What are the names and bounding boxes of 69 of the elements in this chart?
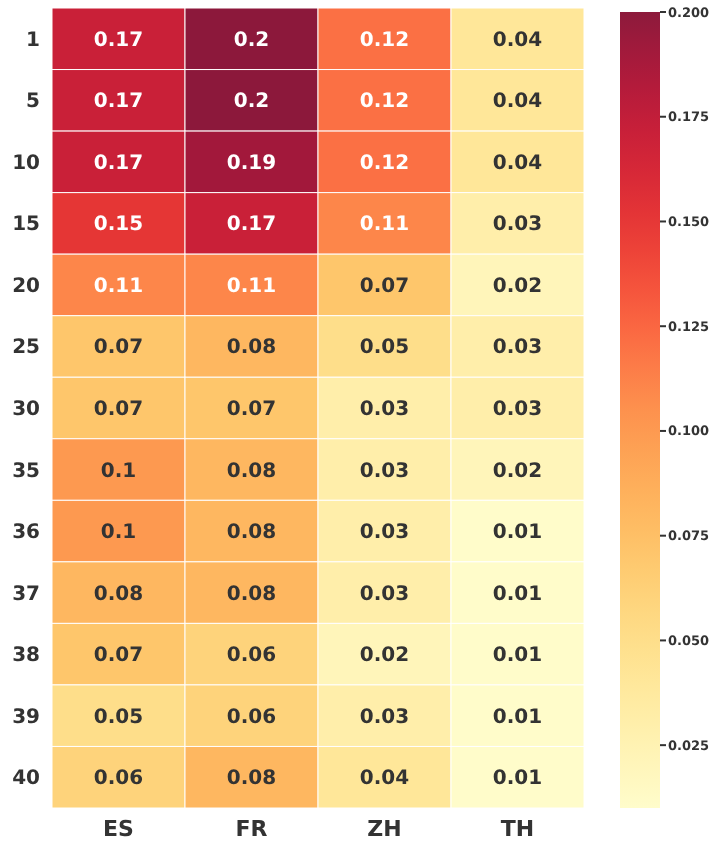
- data-label: 0.01: [492, 522, 543, 545]
- data-label: 0.11: [93, 275, 144, 298]
- y-tick-label: 10: [12, 152, 41, 175]
- data-label: 0.07: [226, 399, 277, 421]
- data-label: 0.04: [492, 152, 543, 175]
- data-label: 0.03: [359, 522, 410, 545]
- data-label: 0.07: [93, 645, 144, 668]
- y-tick-label: 35: [12, 460, 41, 483]
- y-tick-label: 39: [12, 706, 41, 729]
- data-label: 0.03: [492, 214, 543, 237]
- data-label: 0.04: [492, 29, 543, 52]
- data-label: 0.04: [492, 91, 543, 114]
- y-tick-label: 25: [12, 337, 41, 360]
- data-label: 0.1: [100, 460, 137, 483]
- data-label: 0.05: [359, 337, 410, 360]
- data-label: 0.1: [100, 522, 137, 545]
- data-label: 0.17: [93, 91, 144, 114]
- data-label: 0.03: [359, 399, 410, 421]
- y-tick-label: 30: [12, 399, 41, 421]
- y-tick-label: 37: [12, 583, 41, 606]
- data-label: 0.07: [93, 337, 144, 360]
- data-label: 0.15: [93, 214, 144, 237]
- data-label: 0.2: [233, 29, 270, 52]
- data-label: 0.2: [233, 91, 270, 114]
- data-label: 0.06: [93, 768, 144, 791]
- data-label: 0.02: [492, 460, 543, 483]
- y-tick-label: 15: [12, 214, 41, 237]
- data-label: 0.03: [359, 583, 410, 606]
- data-label: 0.05: [93, 706, 144, 729]
- data-label: 0.01: [492, 645, 543, 668]
- y-tick-label: 36: [12, 522, 41, 545]
- data-label: 0.03: [359, 460, 410, 483]
- data-label: 0.07: [93, 399, 144, 421]
- data-label: 0.08: [226, 583, 277, 606]
- data-label: 0.06: [226, 645, 277, 668]
- data-label: 0.01: [492, 768, 543, 791]
- data-label: 0.04: [359, 768, 410, 791]
- data-label: 0.17: [93, 29, 144, 52]
- x-tick-label: ES: [103, 816, 135, 842]
- data-label: 0.08: [226, 337, 277, 360]
- data-label: 0.11: [359, 214, 410, 237]
- data-label: 0.03: [492, 337, 543, 360]
- data-label: 0.01: [492, 583, 543, 606]
- data-label: 0.08: [226, 768, 277, 791]
- data-label: 0.07: [359, 275, 410, 298]
- data-label: 0.17: [93, 152, 144, 175]
- data-label: 0.11: [226, 275, 277, 298]
- data-label: 0.02: [359, 645, 410, 668]
- y-tick-label: 20: [12, 275, 41, 298]
- y-tick-label: 38: [12, 645, 41, 668]
- data-label: 0.12: [359, 152, 410, 175]
- data-label: 0.08: [93, 583, 144, 606]
- data-label: 0.01: [492, 706, 543, 729]
- data-label: 0.08: [226, 460, 277, 483]
- data-label: 0.03: [492, 399, 543, 421]
- y-tick-label: 5: [26, 91, 41, 114]
- data-label: 0.06: [226, 706, 277, 729]
- y-tick-label: 1: [26, 29, 41, 52]
- data-label: 0.12: [359, 29, 410, 52]
- data-label: 0.08: [226, 522, 277, 545]
- data-label: 0.03: [359, 706, 410, 729]
- x-tick-label: TH: [500, 816, 535, 842]
- data-label: 0.12: [359, 91, 410, 114]
- x-tick-label: FR: [235, 816, 269, 842]
- data-label: 0.17: [226, 214, 277, 237]
- x-tick-label: ZH: [367, 816, 402, 842]
- data-label: 0.19: [226, 152, 277, 175]
- y-tick-label: 40: [12, 768, 41, 791]
- data-label: 0.02: [492, 275, 543, 298]
